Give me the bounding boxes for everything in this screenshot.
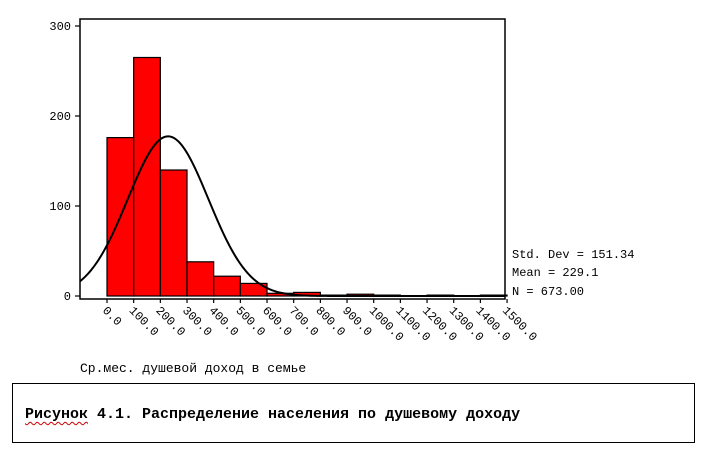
stat-n: N = 673.00 <box>512 285 584 299</box>
y-tick-label: 100 <box>49 200 71 214</box>
x-axis: 0.0 100.0200.0300.0400.0500.0600.0700.080… <box>99 299 540 344</box>
y-axis: 0 100 200 300 <box>49 20 80 304</box>
bars-group <box>106 56 508 297</box>
y-tick-label: 200 <box>49 110 71 124</box>
histogram-bar <box>159 169 188 297</box>
histogram-bar <box>186 261 215 297</box>
caption-rest: 4.1. Распределение населения по душевому… <box>88 406 521 423</box>
plot-frame <box>79 18 506 300</box>
stat-std-dev: Std. Dev = 151.34 <box>512 248 634 262</box>
x-tick-label: 0.0 <box>99 304 124 329</box>
y-tick-label: 0 <box>64 290 71 304</box>
histogram-chart: 0 100 200 300 0.0 100.0200.0300.0400.0500.06… <box>49 18 634 376</box>
figure-caption: Рисунок 4.1. Распределение населения по … <box>25 406 520 423</box>
x-axis-label: Ср.мес. душевой доход в семье <box>80 361 306 376</box>
histogram-bar <box>106 137 135 297</box>
histogram-bar <box>213 275 241 297</box>
histogram-bar <box>239 282 268 297</box>
y-tick-label: 300 <box>49 20 71 34</box>
figure-caption-box: Рисунок 4.1. Распределение населения по … <box>12 383 695 443</box>
normal-curve <box>79 135 505 297</box>
stat-mean: Mean = 229.1 <box>512 266 598 280</box>
caption-word-spellcheck: Рисунок <box>25 406 89 423</box>
